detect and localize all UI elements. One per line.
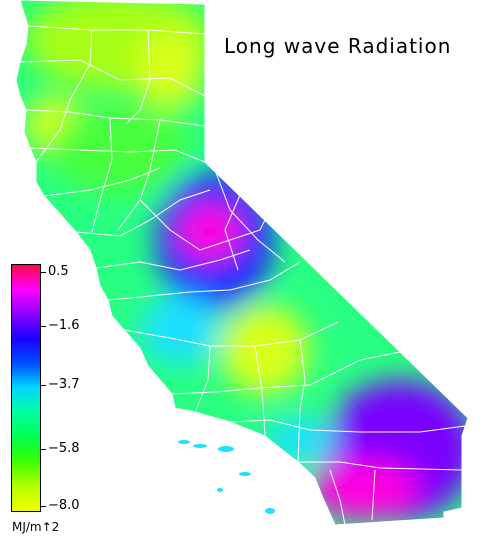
island bbox=[217, 488, 223, 492]
county-line bbox=[91, 117, 113, 233]
island bbox=[239, 472, 251, 476]
color-legend: 0.5 −1.6 −3.7 −5.8 −8.0 MJ/m↑2 bbox=[8, 262, 80, 547]
county-line bbox=[19, 59, 206, 97]
county-line bbox=[195, 345, 211, 411]
legend-tick-mark bbox=[40, 506, 46, 507]
county-line bbox=[229, 419, 466, 433]
region-northeast-yellow bbox=[135, 30, 205, 110]
legend-tick-mark bbox=[40, 272, 46, 273]
island bbox=[178, 440, 190, 444]
county-line bbox=[214, 169, 286, 263]
county-line bbox=[75, 189, 211, 237]
county-line bbox=[139, 199, 271, 251]
region-central-green bbox=[50, 105, 190, 195]
county-line bbox=[298, 461, 463, 471]
island bbox=[265, 508, 275, 514]
county-line bbox=[29, 147, 206, 163]
county-line bbox=[95, 249, 251, 271]
legend-tick-label: −5.8 bbox=[48, 441, 80, 456]
county-line bbox=[224, 194, 241, 271]
legend-tick-mark bbox=[40, 449, 46, 450]
county-line bbox=[43, 167, 161, 197]
legend-tick-label: −8.0 bbox=[48, 498, 80, 513]
legend-tick-label: −3.7 bbox=[48, 377, 80, 392]
legend-tick-label: 0.5 bbox=[48, 264, 69, 279]
region-coast-cyan bbox=[140, 295, 220, 365]
island bbox=[218, 446, 234, 452]
county-line bbox=[371, 469, 376, 521]
county-line bbox=[297, 339, 306, 463]
county-line bbox=[125, 29, 151, 125]
island bbox=[193, 444, 207, 448]
county-line bbox=[117, 119, 161, 231]
county-line bbox=[171, 351, 401, 395]
region-south-cyan bbox=[265, 418, 335, 462]
map-title: Long wave Radiation bbox=[224, 34, 452, 58]
legend-color-bar bbox=[11, 264, 41, 512]
legend-tick-mark bbox=[40, 385, 46, 386]
county-line bbox=[123, 321, 339, 347]
county-line bbox=[27, 25, 206, 35]
county-line bbox=[329, 469, 346, 526]
state-outline bbox=[15, 0, 469, 526]
channel-islands bbox=[178, 440, 275, 514]
county-line bbox=[107, 261, 301, 301]
legend-tick-label: −1.6 bbox=[48, 318, 80, 333]
legend-unit-label: MJ/m↑2 bbox=[12, 520, 60, 534]
legend-tick-mark bbox=[40, 326, 46, 327]
county-line bbox=[35, 29, 93, 163]
region-valley-yellow bbox=[220, 305, 310, 395]
county-boundaries bbox=[15, 0, 469, 526]
region-southeast-magenta bbox=[310, 460, 420, 520]
